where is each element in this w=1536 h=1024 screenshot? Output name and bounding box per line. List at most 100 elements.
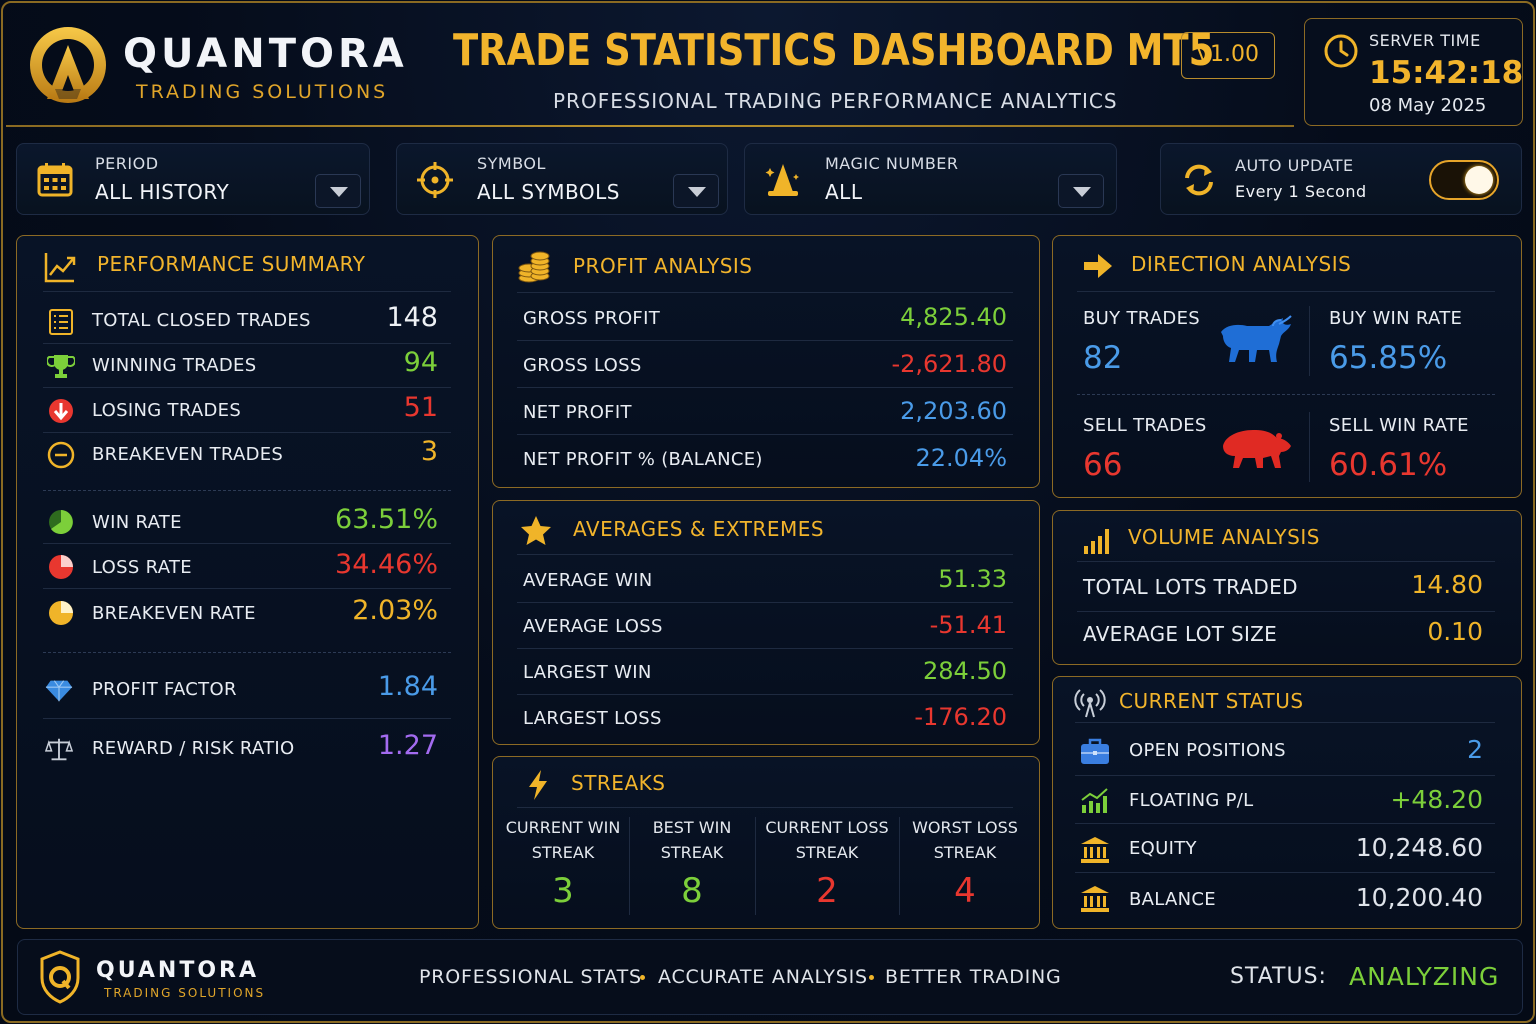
gross-profit-value: 4,825.40 [900, 303, 1007, 331]
toggle-knob [1465, 166, 1493, 194]
clock-icon [1324, 34, 1358, 68]
current-win-streak: CURRENT WIN STREAK 3 [497, 815, 629, 911]
open-positions-label: OPEN POSITIONS [1129, 740, 1286, 761]
crosshair-icon [417, 162, 453, 198]
page-title: TRADE STATISTICS DASHBOARD MT5 [453, 25, 1215, 76]
win-rate-label: WIN RATE [92, 512, 182, 533]
gross-profit-label: GROSS PROFIT [523, 308, 660, 329]
losing-trades-value: 51 [403, 392, 438, 423]
profit-analysis-title: PROFIT ANALYSIS [573, 254, 753, 278]
version-badge: v1.00 [1181, 32, 1275, 79]
breakeven-rate-value: 2.03% [352, 595, 438, 626]
footer-brand-subtitle: TRADING SOLUTIONS [104, 986, 266, 1000]
volume-analysis-title: VOLUME ANALYSIS [1128, 525, 1320, 549]
symbol-value: ALL SYMBOLS [477, 180, 620, 204]
gross-loss-label: GROSS LOSS [523, 355, 642, 376]
pie-gold-icon [49, 601, 73, 625]
column-divider [1309, 412, 1310, 482]
tagline-3: BETTER TRADING [885, 966, 1062, 988]
breakeven-trades-label: BREAKEVEN TRADES [92, 444, 284, 465]
sell-win-rate-value: 60.61% [1329, 447, 1448, 483]
divider [43, 291, 451, 292]
win-rate-value: 63.51% [335, 504, 438, 535]
current-loss-streak-label-1: CURRENT LOSS [765, 818, 889, 837]
reward-risk-value: 1.27 [377, 730, 438, 761]
auto-update-toggle[interactable] [1429, 160, 1499, 200]
brand-subtitle: TRADING SOLUTIONS [136, 81, 389, 103]
magic-number-value: ALL [825, 180, 863, 204]
profit-analysis-panel: PROFIT ANALYSIS GROSS PROFIT 4,825.40 GR… [492, 235, 1040, 488]
divider [1075, 722, 1495, 723]
buy-trades-label: BUY TRADES [1083, 308, 1200, 329]
reward-risk-label: REWARD / RISK RATIO [92, 738, 295, 759]
quantora-logo-icon [30, 27, 106, 103]
largest-loss-label: LARGEST LOSS [523, 708, 662, 729]
divider [43, 387, 451, 388]
auto-update-label: AUTO UPDATE [1235, 156, 1354, 175]
divider [1077, 561, 1495, 562]
server-time-box: SERVER TIME 15:42:18 08 May 2025 [1304, 18, 1523, 126]
trophy-icon [47, 355, 75, 378]
divider [1077, 291, 1495, 292]
divider [1077, 611, 1495, 612]
losing-trades-label: LOSING TRADES [92, 400, 242, 421]
profit-factor-value: 1.84 [377, 671, 438, 702]
net-profit-pct-label: NET PROFIT % (BALANCE) [523, 449, 763, 470]
tagline-1: PROFESSIONAL STATS [419, 966, 642, 988]
divider [43, 588, 451, 589]
equity-label: EQUITY [1129, 838, 1197, 859]
bank-icon [1081, 837, 1109, 863]
column-divider [899, 817, 900, 915]
breakeven-trades-value: 3 [420, 436, 438, 467]
current-status-panel: CURRENT STATUS OPEN POSITIONS 2 FLOATING… [1052, 676, 1522, 929]
divider [517, 554, 1013, 555]
average-win-value: 51.33 [938, 565, 1007, 593]
average-loss-value: -51.41 [929, 611, 1007, 639]
bar-chart-icon [1084, 529, 1109, 554]
list-icon [49, 309, 73, 335]
magic-number-filter[interactable]: MAGIC NUMBER ALL [744, 143, 1117, 215]
lightning-icon [529, 770, 547, 800]
footer-brand: QUANTORA [96, 958, 260, 983]
worst-loss-streak-label-1: WORST LOSS [912, 818, 1018, 837]
loss-rate-label: LOSS RATE [92, 557, 192, 578]
total-closed-trades-label: TOTAL CLOSED TRADES [92, 310, 311, 331]
page-subtitle: PROFESSIONAL TRADING PERFORMANCE ANALYTI… [553, 89, 1118, 113]
server-time-value: 15:42:18 [1369, 55, 1524, 91]
worst-loss-streak-value: 4 [954, 871, 976, 911]
divider [517, 292, 1013, 293]
winning-trades-label: WINNING TRADES [92, 355, 257, 376]
performance-summary-title: PERFORMANCE SUMMARY [97, 252, 366, 276]
balance-label: BALANCE [1129, 889, 1216, 910]
period-filter[interactable]: PERIOD ALL HISTORY [16, 143, 370, 215]
bank-icon [1081, 886, 1109, 912]
dashed-divider [1077, 394, 1495, 395]
footer-bar: QUANTORA TRADING SOLUTIONS PROFESSIONAL … [17, 939, 1523, 1015]
auto-update-interval: Every 1 Second [1235, 182, 1367, 201]
sell-win-rate-label: SELL WIN RATE [1329, 415, 1469, 436]
magic-number-dropdown-button[interactable] [1058, 174, 1104, 208]
total-closed-trades-value: 148 [386, 302, 438, 333]
divider [1075, 823, 1495, 824]
best-win-streak-label-2: STREAK [660, 843, 724, 862]
average-loss-label: AVERAGE LOSS [523, 616, 663, 637]
column-divider [1309, 306, 1310, 376]
profit-factor-label: PROFIT FACTOR [92, 679, 237, 700]
period-value: ALL HISTORY [95, 180, 230, 204]
status-value: ANALYZING [1349, 962, 1500, 991]
gross-loss-value: -2,621.80 [891, 350, 1007, 378]
bear-icon [1223, 430, 1291, 468]
star-icon [521, 516, 551, 545]
period-dropdown-button[interactable] [315, 174, 361, 208]
symbol-filter[interactable]: SYMBOL ALL SYMBOLS [396, 143, 728, 215]
pie-red-icon [49, 555, 73, 579]
separator-dot [640, 975, 645, 980]
bull-icon [1221, 315, 1292, 362]
winning-trades-value: 94 [403, 347, 438, 378]
loss-rate-value: 34.46% [335, 549, 438, 580]
divider [43, 718, 451, 719]
symbol-dropdown-button[interactable] [673, 174, 719, 208]
growth-chart-icon [1081, 788, 1108, 813]
direction-analysis-panel: DIRECTION ANALYSIS BUY TRADES 82 BUY WIN… [1052, 235, 1522, 498]
